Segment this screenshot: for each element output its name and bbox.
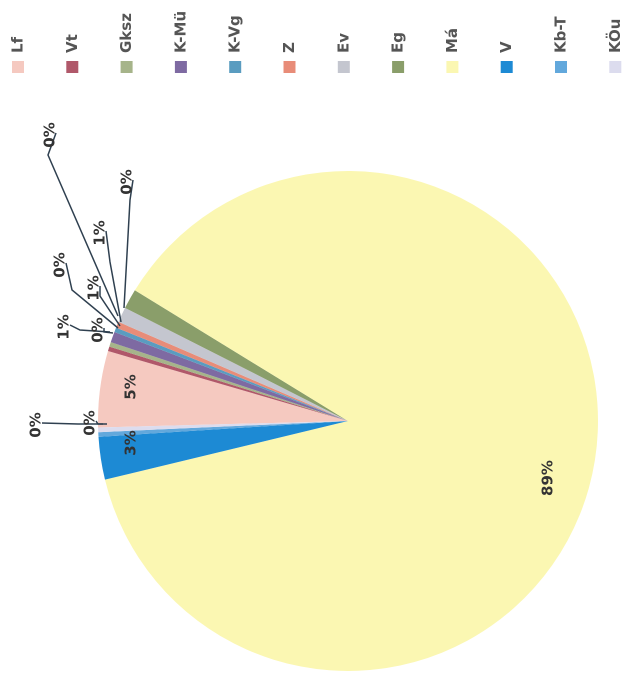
pie-slice-kb-t	[98, 421, 348, 437]
pie-slice-z	[116, 321, 348, 421]
pie-slice-vt	[107, 346, 349, 421]
data-label-ma: 89%	[539, 460, 557, 496]
legend-label-kou: KÖu	[605, 19, 624, 53]
data-label-eg: 1%	[91, 220, 109, 245]
leader-line-z	[65, 262, 119, 329]
legend-label-lf: Lf	[9, 36, 27, 53]
leader-line-vt	[41, 422, 103, 425]
leader-line-k-vg	[103, 328, 114, 334]
pie-slice-eg	[125, 290, 348, 421]
legend-label-ev: Ev	[334, 33, 352, 53]
pie-slice-k-vg	[114, 327, 349, 421]
pie-slices	[98, 170, 599, 671]
data-label-k-vg: 0%	[89, 317, 107, 342]
legend-label-k-vg: K-Vg	[226, 15, 244, 53]
data-label-vt: 0%	[27, 412, 45, 437]
leader-line-gksz	[95, 420, 107, 425]
leader-line-kb-t	[47, 132, 119, 317]
legend-label-v: V	[497, 41, 515, 53]
legend-swatch-gksz	[120, 61, 133, 73]
legend-label-eg: Eg	[389, 32, 407, 53]
legend-swatch-ev	[337, 61, 350, 73]
legend-swatch-kou	[609, 61, 622, 73]
legend-label-vt: Vt	[63, 34, 81, 53]
legend-swatch-z	[283, 61, 296, 73]
data-label-kou: 0%	[118, 169, 136, 194]
legend-swatch-lf	[12, 61, 24, 73]
pie-slice-ev	[118, 307, 348, 421]
legend: Lf Vt Gksz K-Mü K-Vg Z Ev Eg Má V Kb-T KÖu	[9, 11, 624, 73]
legend-label-z: Z	[280, 42, 298, 53]
pie-slice-k-mu	[110, 331, 348, 421]
legend-swatch-ma	[446, 61, 459, 73]
legend-swatch-eg	[392, 61, 405, 73]
leader-line-k-mu	[69, 324, 111, 333]
pie-slice-lf	[98, 351, 348, 428]
pie-slice-kou	[98, 421, 348, 433]
label-leader-lines	[41, 132, 134, 425]
data-label-lf: 5%	[122, 374, 140, 399]
data-label-ev: 1%	[85, 275, 103, 300]
legend-swatch-k-mu	[174, 61, 187, 73]
legend-swatch-k-vg	[229, 61, 242, 73]
legend-label-gksz: Gksz	[117, 13, 135, 53]
legend-swatch-kb-t	[555, 61, 567, 73]
data-labels: 5% 0% 0% 1% 0% 0% 1% 1% 89% 3% 0% 0%	[27, 122, 557, 496]
data-label-v: 3%	[122, 430, 140, 455]
data-label-gksz: 0%	[81, 410, 99, 435]
pie-slice-v	[98, 421, 348, 480]
legend-label-k-mu: K-Mü	[171, 11, 189, 53]
data-label-kb-t: 0%	[41, 122, 59, 147]
data-label-z: 0%	[51, 252, 69, 277]
leader-line-ev	[99, 286, 121, 327]
legend-label-ma: Má	[443, 28, 461, 53]
leader-line-kou	[123, 179, 134, 309]
pie-slice-gksz	[109, 342, 348, 421]
leader-line-eg	[105, 230, 122, 323]
legend-swatch-vt	[66, 61, 79, 73]
legend-label-kb-t: Kb-T	[552, 16, 570, 53]
pie-slice-ma	[104, 170, 599, 671]
legend-swatch-v	[500, 61, 513, 73]
data-label-k-mu: 1%	[55, 314, 73, 339]
